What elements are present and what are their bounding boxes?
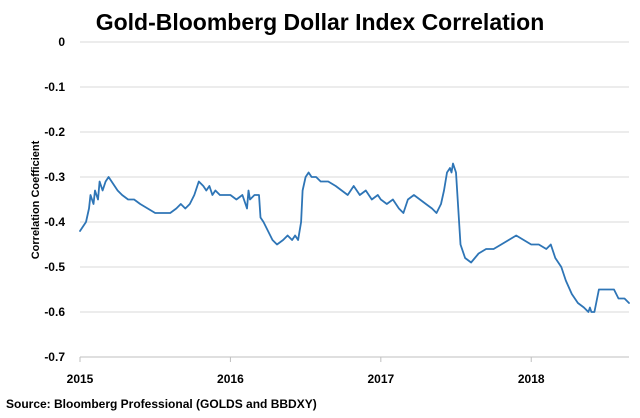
y-tick-label: -0.2 [44,125,65,139]
x-tick-label: 2018 [518,372,545,386]
y-tick-label: -0.1 [44,80,65,94]
y-tick-label: -0.4 [44,215,65,229]
y-axis-label: Correlation Coefficient [30,140,42,259]
x-axis-ticks: 2015 2016 2017 2018 [67,357,545,386]
y-tick-label: -0.3 [44,170,65,184]
series-layer [79,162,630,313]
x-tick-label: 2017 [367,372,394,386]
y-tick-label: -0.6 [44,305,65,319]
x-tick-label: 2015 [67,372,94,386]
chart-title: Gold-Bloomberg Dollar Index Correlation [96,9,545,35]
y-tick-label: -0.5 [44,260,65,274]
y-axis-ticks: 0 -0.1 -0.2 -0.3 -0.4 -0.5 -0.6 -0.7 [44,35,65,364]
series-line-correlation [79,162,630,313]
gridlines [80,41,629,313]
y-tick-label: -0.7 [44,350,65,364]
source-note: Source: Bloomberg Professional (GOLDS an… [6,397,317,411]
y-tick-label: 0 [58,35,65,49]
x-tick-label: 2016 [217,372,244,386]
